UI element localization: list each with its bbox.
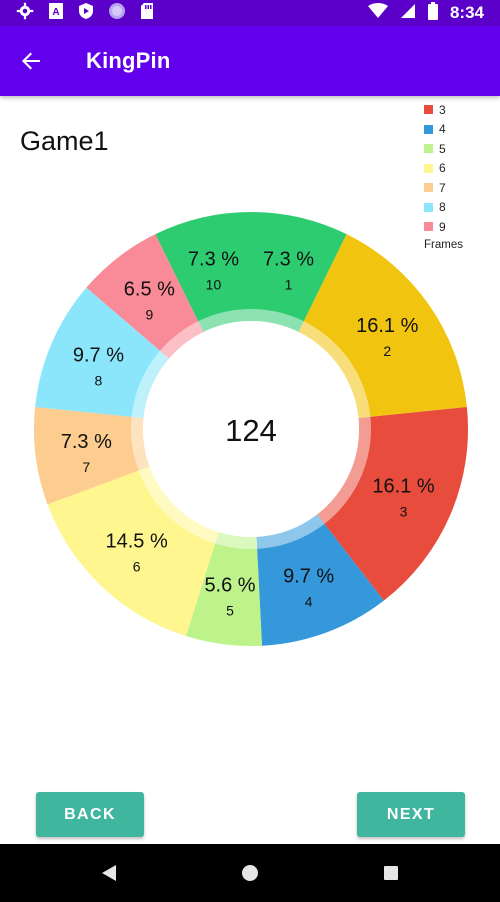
slice-percent-label: 9.7 % <box>73 345 124 367</box>
pie-slice-frame-6[interactable] <box>47 466 219 637</box>
legend-swatch <box>424 144 433 154</box>
center-total: 124 <box>225 413 277 448</box>
slice-frame-label: 7 <box>82 459 90 475</box>
status-bar: A 8:34 <box>0 0 500 26</box>
legend-item: 8 <box>424 198 494 218</box>
legend-label: 8 <box>439 200 446 215</box>
svg-text:A: A <box>52 7 59 18</box>
game-title: Game1 <box>20 126 109 156</box>
legend-item: 6 <box>424 159 494 179</box>
wifi-icon <box>367 2 388 24</box>
nav-home-icon[interactable] <box>237 860 263 886</box>
arrow-left-icon[interactable] <box>14 44 48 78</box>
signal-icon <box>400 3 416 24</box>
slice-frame-label: 1 <box>285 276 293 292</box>
slice-percent-label: 14.5 % <box>105 530 167 552</box>
pie-slice-frame-4[interactable] <box>256 514 384 646</box>
slice-percent-label: 6.5 % <box>124 279 175 301</box>
pie-slice-frame-3[interactable] <box>317 407 469 601</box>
pie-slice-frame-10[interactable] <box>155 212 251 333</box>
battery-icon <box>427 1 438 25</box>
gear-icon <box>16 2 34 25</box>
legend-label: 3 <box>439 102 446 117</box>
legend-swatch <box>424 183 433 193</box>
legend-swatch <box>424 105 433 115</box>
chart-legend: 3 4 5 6 7 8 9 Frames <box>424 100 494 251</box>
app-title: KingPin <box>86 48 171 73</box>
legend-label: 6 <box>439 161 446 176</box>
slice-percent-label: 16.1 % <box>356 315 418 337</box>
slice-frame-label: 3 <box>400 503 408 519</box>
slice-percent-label: 16.1 % <box>372 475 434 497</box>
legend-item: 7 <box>424 178 494 198</box>
legend-item: 5 <box>424 139 494 159</box>
slice-frame-label: 9 <box>145 307 153 323</box>
pie-slice-frame-1[interactable] <box>251 212 347 333</box>
back-button[interactable]: BACK <box>36 792 144 837</box>
system-nav-bar <box>0 844 500 902</box>
pie-slice-frame-2[interactable] <box>298 234 467 419</box>
legend-item: 9 <box>424 217 494 237</box>
slice-percent-label: 5.6 % <box>204 575 255 597</box>
legend-label: 9 <box>439 219 446 234</box>
status-time: 8:34 <box>449 3 484 22</box>
slice-frame-label: 10 <box>206 276 222 292</box>
slice-frame-label: 2 <box>383 343 391 359</box>
legend-swatch <box>424 222 433 232</box>
slice-frame-label: 4 <box>305 594 313 610</box>
pie-slice-frame-5[interactable] <box>186 532 262 646</box>
slice-percent-label: 9.7 % <box>283 566 334 588</box>
shield-icon <box>78 2 94 25</box>
sd-card-icon <box>140 2 154 25</box>
legend-swatch <box>424 202 433 212</box>
legend-swatch <box>424 124 433 134</box>
next-button[interactable]: NEXT <box>357 792 465 837</box>
slice-frame-label: 5 <box>226 603 234 619</box>
slice-percent-label: 7.3 % <box>61 431 112 453</box>
pie-slice-frame-9[interactable] <box>86 234 204 359</box>
slice-frame-label: 6 <box>133 558 141 574</box>
legend-description: Frames <box>424 238 463 251</box>
legend-label: 7 <box>439 180 446 195</box>
app-bar: KingPin <box>0 26 500 96</box>
legend-item: 4 <box>424 120 494 140</box>
circle-icon <box>108 2 126 25</box>
a-box-icon: A <box>48 2 64 25</box>
donut-chart[interactable]: 124 7.3 % 1 16.1 % 2 16.1 % 3 9.7 % 4 5.6 % 5 14.5… <box>0 190 500 670</box>
slice-percent-label: 7.3 % <box>263 248 314 270</box>
nav-back-icon[interactable] <box>96 860 122 886</box>
legend-label: 4 <box>439 122 446 137</box>
pie-slice-frame-8[interactable] <box>35 287 170 419</box>
donut-chart-svg[interactable]: 124 7.3 % 1 16.1 % 2 16.1 % 3 9.7 % 4 5.6 % 5 14.5… <box>0 190 500 670</box>
legend-swatch <box>424 163 433 173</box>
slice-percent-label: 7.3 % <box>188 248 239 270</box>
legend-item: 3 <box>424 100 494 120</box>
donut-hole <box>143 321 359 537</box>
legend-label: 5 <box>439 141 446 156</box>
pie-slice-frame-7[interactable] <box>34 407 150 505</box>
nav-recents-icon[interactable] <box>378 860 404 886</box>
slice-frame-label: 8 <box>95 373 103 389</box>
